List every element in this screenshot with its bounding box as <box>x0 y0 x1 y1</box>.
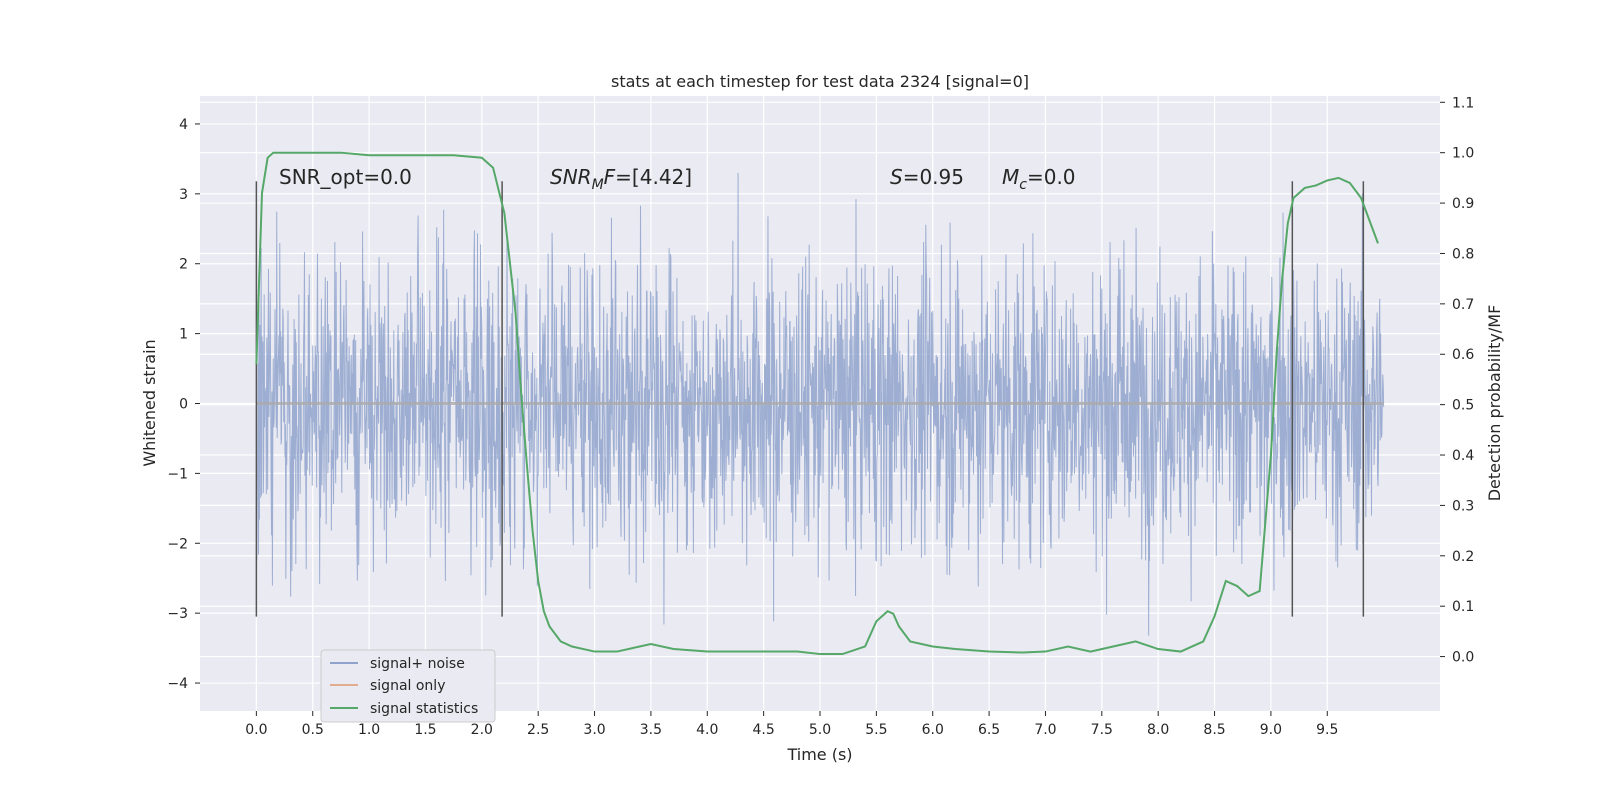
y2-tick-label: 0.7 <box>1452 297 1474 313</box>
x-tick-label: 1.5 <box>414 722 436 738</box>
y2-tick-label: 0.3 <box>1452 498 1474 514</box>
y-tick-label: 2 <box>179 257 188 273</box>
legend: signal+ noise signal only signal statist… <box>320 649 496 723</box>
x-tick-label: 9.5 <box>1316 722 1338 738</box>
y2-tick-labels: 0.0 0.1 0.2 0.3 0.4 0.5 0.6 0.7 0.8 0.9 1.0 1.1 <box>1440 95 1474 666</box>
noise-series <box>255 172 1385 636</box>
x-tick-label: 5.5 <box>865 722 887 738</box>
y-tick-label: −4 <box>167 676 188 692</box>
y2-tick-label: 0.0 <box>1452 650 1474 666</box>
x-tick-label: 3.0 <box>583 722 605 738</box>
x-tick-label: 7.0 <box>1034 722 1056 738</box>
legend-label-signal-only: signal only <box>370 678 445 694</box>
y-tick-labels: −4 −3 −2 −1 0 1 2 3 4 <box>167 117 200 692</box>
x-tick-label: 8.5 <box>1203 722 1225 738</box>
legend-label-statistics: signal statistics <box>370 701 478 717</box>
legend-label-noise: signal+ noise <box>370 656 465 672</box>
y2-tick-label: 1.0 <box>1452 146 1474 162</box>
x-tick-label: 7.5 <box>1091 722 1113 738</box>
vertical-markers <box>255 181 1365 617</box>
chart-title: stats at each timestep for test data 232… <box>611 72 1029 91</box>
y-axis-label: Whitened strain <box>140 339 159 466</box>
y-tick-label: 3 <box>179 187 188 203</box>
x-tick-label: 2.5 <box>527 722 549 738</box>
y2-tick-label: 0.6 <box>1452 347 1474 363</box>
x-tick-label: 4.0 <box>696 722 718 738</box>
x-tick-label: 6.0 <box>922 722 944 738</box>
y2-tick-label: 0.9 <box>1452 196 1474 212</box>
annotation-snr-opt: SNR_opt=0.0 <box>279 165 412 189</box>
y2-tick-label: 0.5 <box>1452 398 1474 414</box>
y2-tick-label: 0.4 <box>1452 448 1474 464</box>
y2-axis-label: Detection probability/MF <box>1485 305 1504 502</box>
y2-tick-label: 0.2 <box>1452 549 1474 565</box>
x-tick-label: 0.0 <box>245 722 267 738</box>
x-tick-label: 8.0 <box>1147 722 1169 738</box>
y-tick-label: 0 <box>179 397 188 413</box>
x-tick-label: 6.5 <box>978 722 1000 738</box>
x-tick-label: 3.5 <box>640 722 662 738</box>
y2-tick-label: 0.1 <box>1452 599 1474 615</box>
x-tick-label: 0.5 <box>302 722 324 738</box>
x-tick-labels: 0.0 0.5 1.0 1.5 2.0 2.5 3.0 3.5 4.0 4.5 5.0 5.5 6.0 6… <box>245 711 1338 738</box>
x-tick-label: 9.0 <box>1260 722 1282 738</box>
y-tick-label: −2 <box>167 536 188 552</box>
annotation-mc: Mc=0.0 <box>1002 165 1076 193</box>
y-tick-label: 4 <box>179 117 188 133</box>
annotation-s: S=0.95 <box>890 165 964 189</box>
signal-statistics-series <box>255 151 1379 656</box>
x-tick-label: 5.0 <box>809 722 831 738</box>
y2-tick-label: 1.1 <box>1452 95 1474 111</box>
x-tick-label: 2.0 <box>471 722 493 738</box>
y2-tick-label: 0.8 <box>1452 246 1474 262</box>
y-tick-label: 1 <box>179 327 188 343</box>
legend-box <box>320 649 496 723</box>
x-tick-label: 4.5 <box>753 722 775 738</box>
x-axis-label: Time (s) <box>786 745 852 764</box>
noise-trace <box>255 172 1385 636</box>
y-tick-label: −1 <box>167 466 188 482</box>
y-tick-label: −3 <box>167 606 188 622</box>
statistics-line <box>255 151 1379 656</box>
annotation-snr-mf: SNRMF=[4.42] <box>550 165 692 193</box>
x-tick-label: 1.0 <box>358 722 380 738</box>
